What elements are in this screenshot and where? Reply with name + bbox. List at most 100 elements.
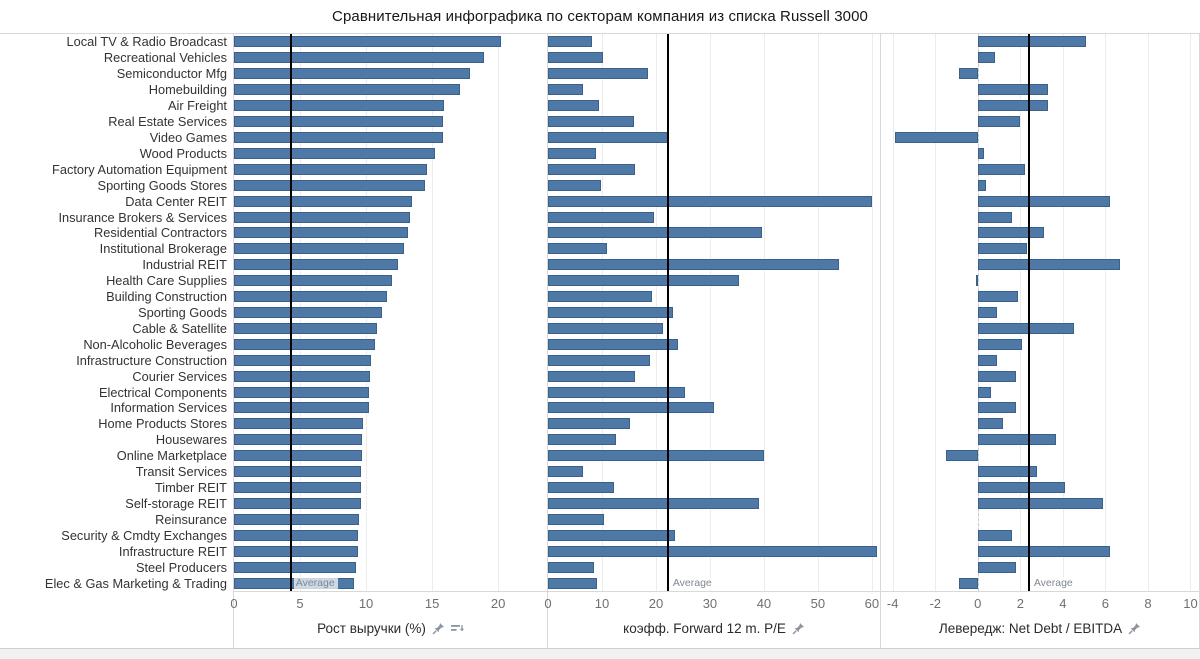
category-label[interactable]: Electrical Components <box>98 384 227 400</box>
category-label[interactable]: Building Construction <box>106 289 227 305</box>
bar[interactable] <box>894 131 978 143</box>
bar[interactable] <box>234 227 409 239</box>
category-label[interactable]: Sporting Goods <box>138 304 227 320</box>
category-label[interactable]: Cable & Satellite <box>132 320 227 336</box>
category-label[interactable]: Home Products Stores <box>98 416 227 432</box>
category-label[interactable]: Elec & Gas Marketing & Trading <box>44 575 227 591</box>
bar[interactable] <box>548 84 584 96</box>
bar[interactable] <box>234 354 372 366</box>
bar[interactable] <box>977 402 1017 414</box>
category-label[interactable]: Institutional Brokerage <box>99 241 227 257</box>
bar[interactable] <box>548 577 597 589</box>
bar[interactable] <box>977 211 1012 223</box>
category-label[interactable]: Infrastructure REIT <box>118 543 227 559</box>
bar[interactable] <box>977 307 997 318</box>
bar[interactable] <box>977 466 1038 478</box>
bar[interactable] <box>548 418 630 430</box>
bar[interactable] <box>958 68 978 80</box>
bar[interactable] <box>548 275 739 287</box>
bar[interactable] <box>548 307 674 318</box>
bar[interactable] <box>234 163 427 175</box>
bar[interactable] <box>548 243 608 255</box>
category-label[interactable]: Data Center REIT <box>125 193 227 209</box>
category-label[interactable]: Non-Alcoholic Beverages <box>83 336 227 352</box>
bar[interactable] <box>977 561 1017 573</box>
sort-descending-icon[interactable] <box>450 622 464 637</box>
bar[interactable] <box>234 386 370 398</box>
category-label[interactable]: Steel Producers <box>135 559 227 575</box>
bar[interactable] <box>234 322 377 334</box>
bar[interactable] <box>234 418 364 430</box>
category-label[interactable]: Reinsurance <box>155 511 227 527</box>
bar[interactable] <box>977 322 1074 334</box>
bar[interactable] <box>234 482 361 494</box>
category-label[interactable]: Infrastructure Construction <box>76 352 227 368</box>
bar[interactable] <box>548 291 653 303</box>
category-label[interactable]: Security & Cmdty Exchanges <box>61 527 227 543</box>
bar[interactable] <box>548 322 663 334</box>
bar[interactable] <box>977 482 1065 494</box>
bar[interactable] <box>548 131 670 143</box>
bar[interactable] <box>548 450 764 462</box>
category-label[interactable]: Sporting Goods Stores <box>97 177 227 193</box>
category-label[interactable]: Insurance Brokers & Services <box>58 209 227 225</box>
bar[interactable] <box>548 354 651 366</box>
bar[interactable] <box>548 147 597 159</box>
bar[interactable] <box>548 195 872 207</box>
bar[interactable] <box>977 84 1048 96</box>
bar[interactable] <box>234 243 405 255</box>
category-label[interactable]: Factory Automation Equipment <box>52 161 227 177</box>
bar[interactable] <box>977 545 1110 557</box>
category-label[interactable]: Video Games <box>149 129 227 145</box>
bar[interactable] <box>548 370 636 382</box>
bar[interactable] <box>548 338 678 350</box>
bar[interactable] <box>548 68 649 80</box>
bar[interactable] <box>548 561 594 573</box>
bar[interactable] <box>977 386 991 398</box>
bar[interactable] <box>548 513 605 525</box>
bar[interactable] <box>975 275 978 287</box>
bar[interactable] <box>977 147 985 159</box>
bar[interactable] <box>548 227 762 239</box>
bar[interactable] <box>234 545 359 557</box>
bar[interactable] <box>977 227 1044 239</box>
bar[interactable] <box>548 402 714 414</box>
bar[interactable] <box>234 259 398 271</box>
bar[interactable] <box>548 466 584 478</box>
category-label[interactable]: Self-storage REIT <box>125 495 227 511</box>
bar[interactable] <box>548 259 839 271</box>
bar[interactable] <box>234 338 376 350</box>
bar[interactable] <box>977 529 1012 541</box>
bar[interactable] <box>234 84 460 96</box>
bar[interactable] <box>234 513 360 525</box>
bar[interactable] <box>977 163 1025 175</box>
category-label[interactable]: Industrial REIT <box>142 257 227 273</box>
bar[interactable] <box>958 577 978 589</box>
bar[interactable] <box>234 100 444 112</box>
bar[interactable] <box>977 338 1023 350</box>
category-label[interactable]: Online Marketplace <box>116 448 227 464</box>
category-label[interactable]: Wood Products <box>139 145 227 161</box>
bar[interactable] <box>234 529 359 541</box>
pin-icon[interactable] <box>792 622 805 638</box>
bar[interactable] <box>977 243 1027 255</box>
bar[interactable] <box>234 116 443 128</box>
bar[interactable] <box>977 259 1121 271</box>
bar[interactable] <box>548 179 602 191</box>
bar[interactable] <box>977 291 1019 303</box>
bar[interactable] <box>234 370 371 382</box>
bar[interactable] <box>548 434 617 446</box>
category-label[interactable]: Air Freight <box>167 98 227 114</box>
bar[interactable] <box>977 354 997 366</box>
category-label[interactable]: Local TV & Radio Broadcast <box>66 34 227 50</box>
category-label[interactable]: Transit Services <box>135 464 227 480</box>
category-label[interactable]: Information Services <box>110 400 227 416</box>
bar[interactable] <box>977 370 1017 382</box>
category-label[interactable]: Real Estate Services <box>108 114 227 130</box>
bar[interactable] <box>548 211 655 223</box>
bar[interactable] <box>234 68 471 80</box>
bar[interactable] <box>977 116 1021 128</box>
pin-icon[interactable] <box>432 622 445 638</box>
bar[interactable] <box>548 497 759 509</box>
bar[interactable] <box>548 163 636 175</box>
